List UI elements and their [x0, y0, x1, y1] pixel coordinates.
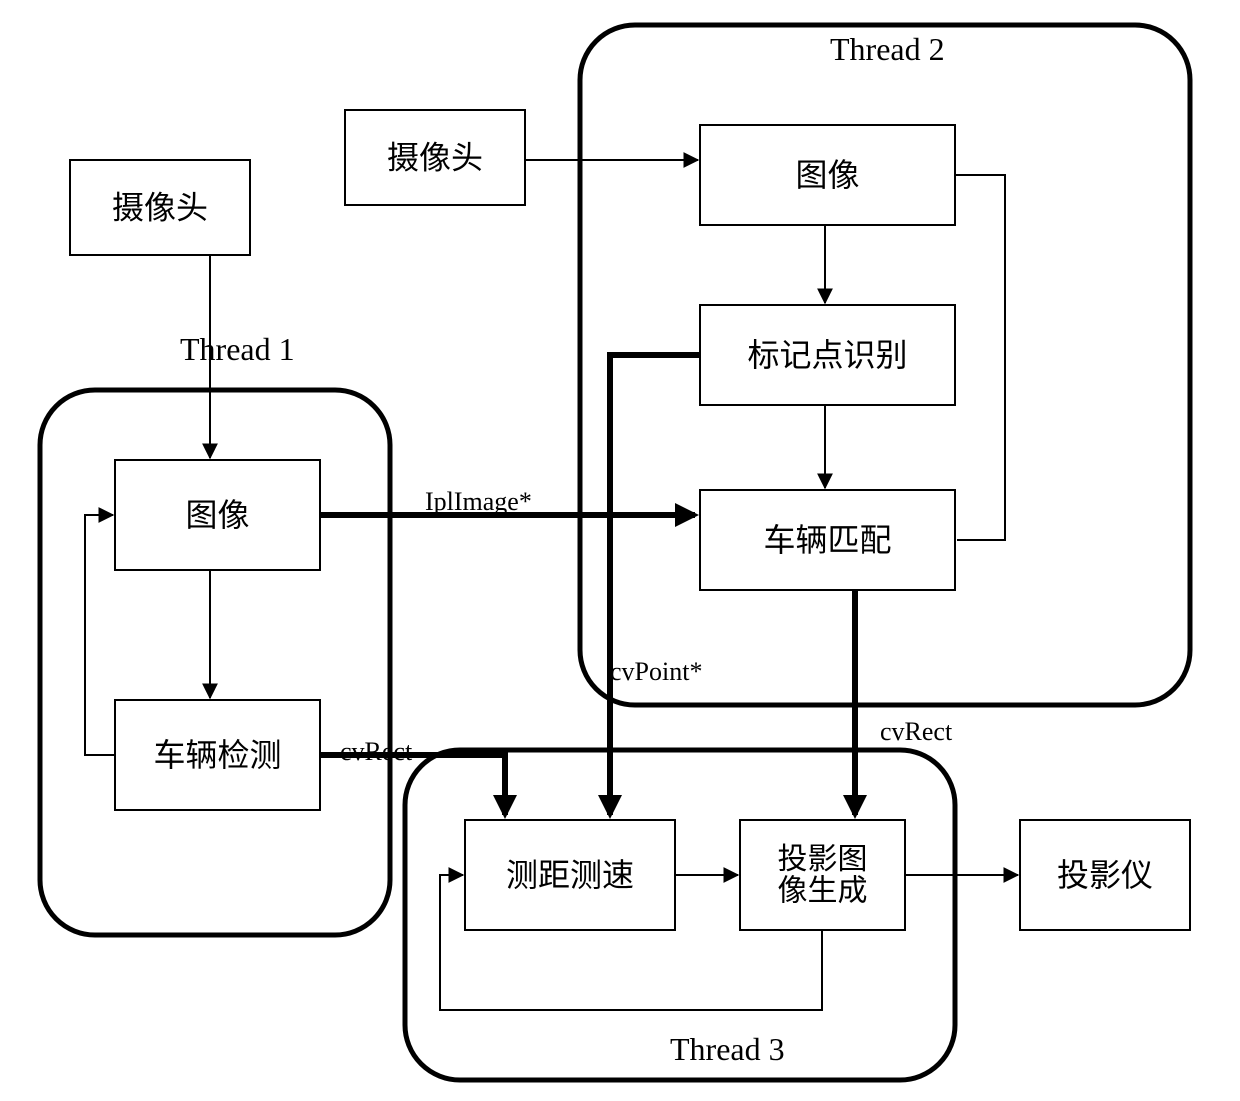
edge-thin [955, 175, 1005, 540]
node-label: 图像 [795, 157, 859, 193]
node-label-line: 像生成 [778, 874, 868, 907]
edge-label: cvRect [340, 737, 413, 766]
edge-label: cvRect [880, 717, 953, 746]
node-label-line: 投影图 [778, 843, 868, 876]
node-label: 车辆匹配 [763, 522, 891, 558]
node-label: 投影仪 [1057, 857, 1153, 893]
thread-label: Thread 1 [180, 331, 295, 367]
node-label: 图像 [185, 497, 249, 533]
thread-label: Thread 3 [670, 1031, 785, 1067]
edge-thin [85, 515, 115, 755]
node-label: 车辆检测 [153, 737, 281, 773]
flowchart-diagram: Thread 1 Thread 2 Thread 3 IplImage* cvRect c… [0, 0, 1240, 1101]
edge-thick [610, 355, 700, 515]
thread-label: Thread 2 [830, 31, 945, 67]
node-label: 摄像头 [112, 190, 208, 226]
node-label: 测距测速 [506, 857, 634, 893]
node-label: 标记点识别 [747, 337, 907, 373]
edge-label: cvPoint* [610, 657, 702, 686]
edge-label: IplImage* [425, 487, 532, 516]
node-label: 摄像头 [387, 140, 483, 176]
